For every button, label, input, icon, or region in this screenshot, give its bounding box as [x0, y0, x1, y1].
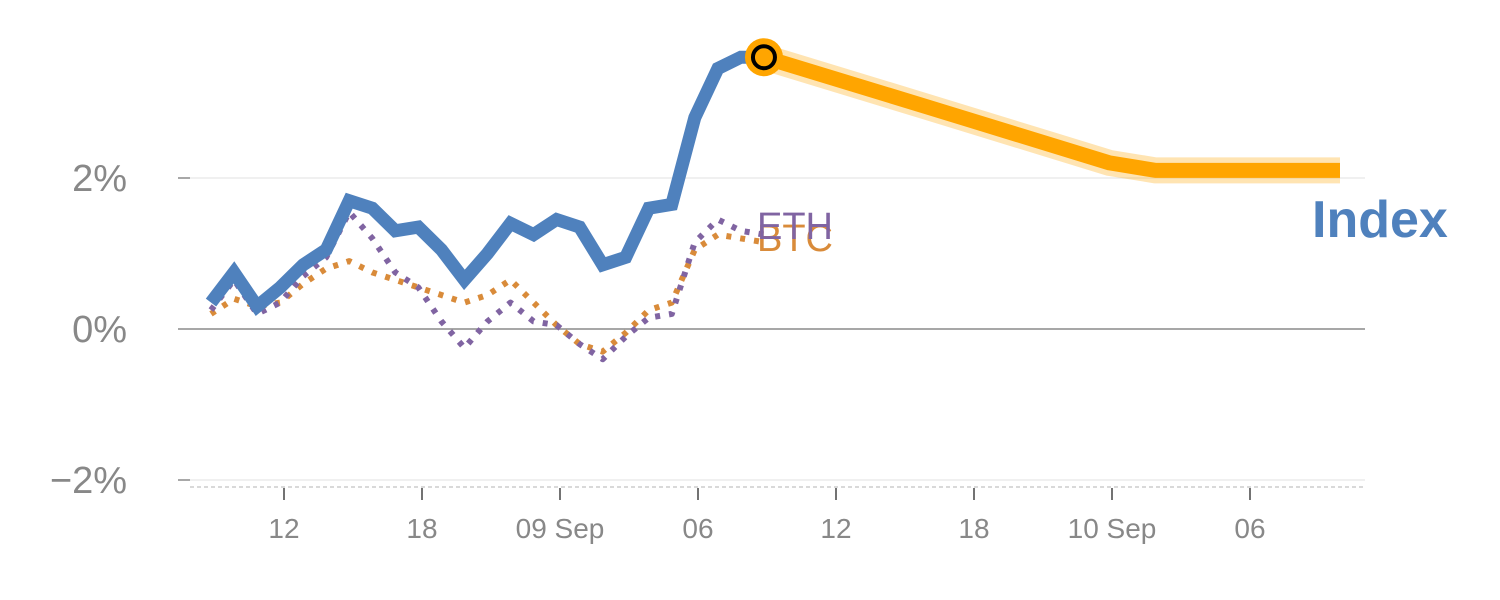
y-tick-label: 2% [72, 158, 127, 200]
forecast-line [761, 50, 1340, 178]
series-label-btc: BTC [757, 218, 833, 260]
series-line-btc [209, 231, 765, 355]
x-tick-label: 18 [406, 513, 437, 544]
x-tick-label: 06 [682, 513, 713, 544]
series-line-index [205, 50, 764, 316]
y-tick-label: 0% [72, 309, 127, 351]
x-tick-label: 10 Sep [1068, 513, 1157, 544]
x-tick-label: 09 Sep [516, 513, 605, 544]
series-label-eth: ETH [757, 206, 833, 248]
series-layer [205, 38, 1340, 363]
highlight-point-halo [744, 38, 783, 77]
x-tick-label: 12 [268, 513, 299, 544]
series-label-index: Index [1312, 191, 1448, 249]
series-line-eth [208, 209, 765, 363]
forecast-band-outer [760, 44, 1340, 184]
y-tick-label: −2% [50, 460, 127, 502]
axis-layer: 2% 0% −2% 12 18 09 Sep 06 12 18 10 Sep 06 [50, 158, 1365, 544]
grid-layer [190, 177, 1365, 481]
x-tick-label: 18 [958, 513, 989, 544]
x-tick-label: 06 [1234, 513, 1265, 544]
x-tick-label: 12 [820, 513, 851, 544]
highlight-point [750, 44, 777, 71]
